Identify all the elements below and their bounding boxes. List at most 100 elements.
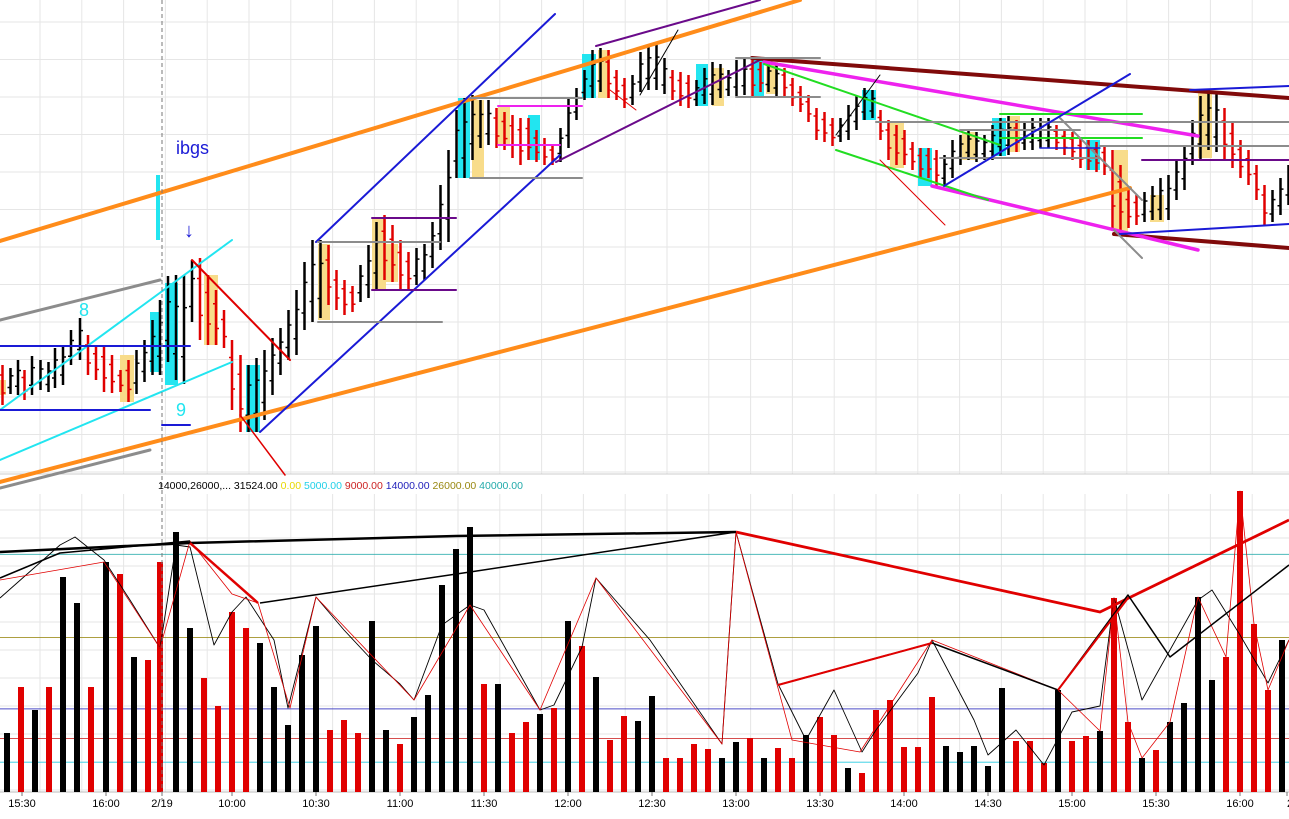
cyan-box xyxy=(156,175,160,240)
label-8: 8 xyxy=(79,300,89,320)
x-tick-label: 10:30 xyxy=(302,798,330,810)
volume-bar xyxy=(369,621,375,792)
volume-bar xyxy=(131,657,137,792)
volume-bar xyxy=(1041,763,1047,792)
volume-bar xyxy=(607,740,613,792)
volume-bar xyxy=(915,747,921,792)
legend-text: 14000,26000,... 31524.00 0.00 5000.00 90… xyxy=(158,480,523,492)
tan-box xyxy=(384,244,398,282)
volume-bar xyxy=(635,721,641,792)
volume-bar xyxy=(523,722,529,792)
x-tick-label: 12:00 xyxy=(554,798,582,810)
x-tick-label: 16:00 xyxy=(1226,798,1254,810)
volume-bar xyxy=(817,717,823,792)
legend-current: 31524.00 xyxy=(234,480,281,492)
volume-bar xyxy=(775,748,781,792)
volume-bar xyxy=(509,733,515,792)
legend-level: 14000.00 xyxy=(386,480,433,492)
volume-bar xyxy=(18,687,24,792)
volume-bar xyxy=(201,678,207,792)
x-tick-label: 10:00 xyxy=(218,798,246,810)
volume-bar xyxy=(747,738,753,792)
volume-bar xyxy=(187,628,193,792)
volume-bar xyxy=(1139,758,1145,792)
volume-bar xyxy=(621,716,627,792)
ibgs-label: ibgs xyxy=(176,138,209,158)
volume-bar xyxy=(1251,624,1257,792)
volume-bar xyxy=(649,696,655,792)
x-tick-label: 16:00 xyxy=(92,798,120,810)
volume-bar xyxy=(397,744,403,792)
x-tick-label: 11:00 xyxy=(387,798,414,810)
volume-bar xyxy=(1209,680,1215,792)
volume-bar xyxy=(1097,731,1103,792)
volume-bar xyxy=(1195,597,1201,792)
legend-level: 0.00 xyxy=(281,480,304,492)
cyan-box xyxy=(752,60,764,96)
volume-bar xyxy=(173,532,179,792)
volume-bar xyxy=(327,730,333,792)
legend-level: 9000.00 xyxy=(345,480,386,492)
volume-bar xyxy=(481,684,487,792)
volume-bar xyxy=(74,603,80,792)
volume-bar xyxy=(32,710,38,792)
volume-bar xyxy=(677,758,683,792)
volume-bar xyxy=(985,766,991,792)
volume-bar xyxy=(1083,736,1089,792)
cyan-box xyxy=(696,64,708,106)
volume-bar xyxy=(901,747,907,792)
volume-bar xyxy=(565,621,571,792)
x-tick-label: 12:30 xyxy=(638,798,666,810)
volume-bar xyxy=(873,710,879,792)
x-tick-label: 14:00 xyxy=(890,798,918,810)
volume-bar xyxy=(929,697,935,792)
legend-level: 40000.00 xyxy=(479,480,523,492)
x-tick-label: 13:30 xyxy=(806,798,834,810)
volume-bar xyxy=(1223,657,1229,792)
volume-bar xyxy=(1265,690,1271,792)
volume-bar xyxy=(691,744,697,792)
volume-bar xyxy=(117,574,123,792)
label-9: 9 xyxy=(176,400,186,420)
x-tick-label: 15:30 xyxy=(8,798,36,810)
volume-bar xyxy=(467,527,473,792)
arrow-down-icon: ↓ xyxy=(184,220,194,242)
volume-bar xyxy=(999,688,1005,792)
x-tick-label: 13:00 xyxy=(722,798,750,810)
volume-bar xyxy=(1237,491,1243,792)
volume-bar xyxy=(88,687,94,792)
volume-bar xyxy=(425,695,431,792)
volume-bar xyxy=(705,749,711,792)
volume-bar xyxy=(145,660,151,792)
volume-bar xyxy=(943,746,949,792)
volume-bar xyxy=(1069,741,1075,792)
volume-bar xyxy=(789,758,795,792)
volume-legend: 14000,26000,... 31524.00 0.00 5000.00 90… xyxy=(158,480,523,492)
volume-bar xyxy=(663,758,669,792)
volume-bar xyxy=(243,628,249,792)
volume-bar xyxy=(733,742,739,792)
x-tick-label: 2/19 xyxy=(151,798,172,810)
volume-bar xyxy=(313,626,319,792)
volume-bar xyxy=(215,706,221,792)
volume-bar xyxy=(103,562,109,792)
tan-box xyxy=(472,100,484,178)
volume-bar xyxy=(1055,690,1061,792)
tan-box xyxy=(120,355,134,402)
volume-bar xyxy=(383,730,389,792)
volume-bar xyxy=(593,677,599,792)
volume-bar xyxy=(845,768,851,792)
volume-bar xyxy=(537,714,543,792)
volume-bar xyxy=(439,585,445,792)
volume-bar xyxy=(355,733,361,792)
volume-bar xyxy=(761,758,767,792)
volume-bar xyxy=(60,577,66,792)
volume-bar xyxy=(1181,703,1187,792)
volume-bar xyxy=(495,684,501,792)
volume-bar xyxy=(551,708,557,792)
volume-bar xyxy=(971,746,977,792)
x-tick-label: 15:00 xyxy=(1058,798,1086,810)
volume-bar xyxy=(299,655,305,792)
